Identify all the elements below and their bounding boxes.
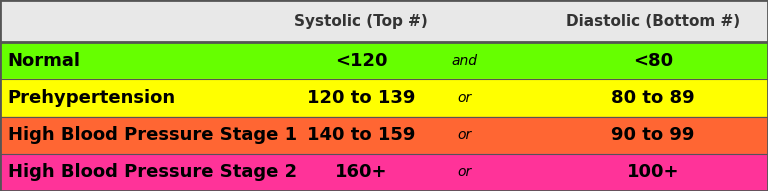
Text: or: or — [458, 128, 472, 142]
Text: or: or — [458, 91, 472, 105]
Text: 80 to 89: 80 to 89 — [611, 89, 694, 107]
Text: <80: <80 — [633, 52, 673, 70]
Text: 120 to 139: 120 to 139 — [306, 89, 415, 107]
Text: or: or — [458, 165, 472, 179]
Text: High Blood Pressure Stage 1: High Blood Pressure Stage 1 — [8, 126, 296, 144]
Text: and: and — [452, 54, 478, 68]
Bar — [0, 117, 768, 154]
Text: High Blood Pressure Stage 2: High Blood Pressure Stage 2 — [8, 163, 296, 181]
Text: Systolic (Top #): Systolic (Top #) — [294, 14, 428, 28]
Bar — [0, 42, 768, 79]
Text: <120: <120 — [335, 52, 387, 70]
Text: 140 to 159: 140 to 159 — [306, 126, 415, 144]
Text: Diastolic (Bottom #): Diastolic (Bottom #) — [566, 14, 740, 28]
Text: 90 to 99: 90 to 99 — [611, 126, 694, 144]
Text: 160+: 160+ — [335, 163, 387, 181]
Bar — [0, 79, 768, 117]
Text: 100+: 100+ — [627, 163, 679, 181]
Bar — [0, 154, 768, 191]
Bar — [0, 0, 768, 42]
Text: Normal: Normal — [8, 52, 81, 70]
Text: Prehypertension: Prehypertension — [8, 89, 176, 107]
